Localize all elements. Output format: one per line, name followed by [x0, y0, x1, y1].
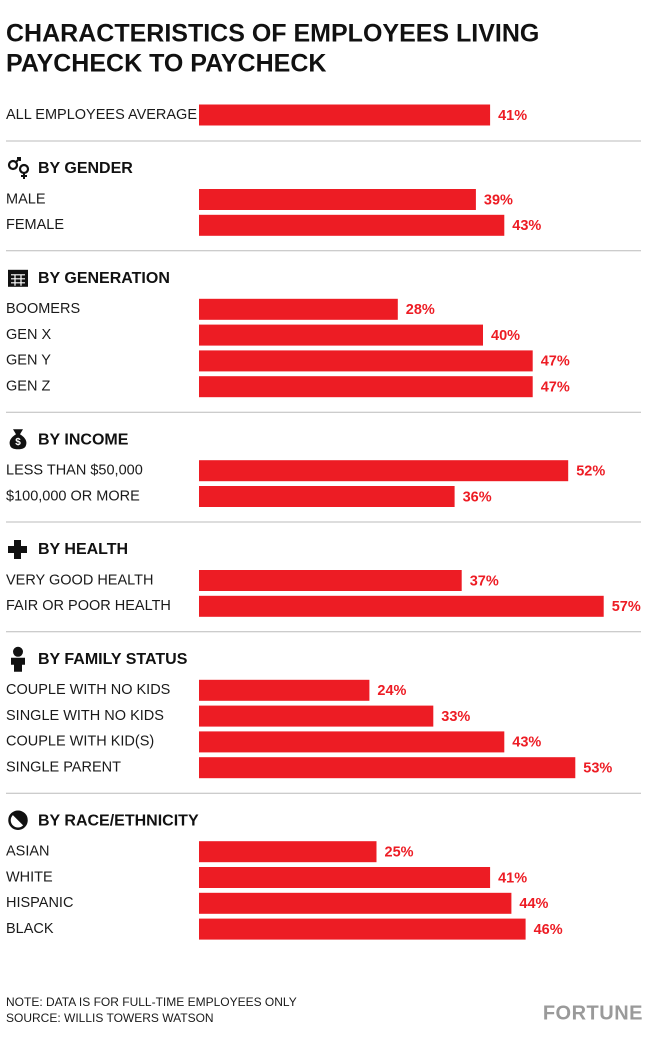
category-label: SINGLE PARENT	[6, 760, 121, 776]
bar	[199, 595, 604, 617]
category-label: WHITE	[6, 869, 53, 885]
value-label: 44%	[519, 896, 548, 912]
note: NOTE: DATA IS FOR FULL-TIME EMPLOYEES ON…	[6, 995, 297, 1009]
icon	[9, 429, 27, 450]
category-label: MALE	[6, 191, 46, 207]
group-title: BY GENDER	[38, 160, 133, 177]
category-label: ALL EMPLOYEES AVERAGE	[6, 107, 197, 123]
category-label: BOOMERS	[6, 301, 80, 317]
value-label: 47%	[541, 354, 570, 370]
icon	[18, 163, 30, 175]
chart-title: CHARACTERISTICS OF EMPLOYEES LIVING	[6, 20, 539, 48]
group-title: BY RACE/ETHNICITY	[38, 812, 199, 829]
value-label: 41%	[498, 870, 527, 886]
bar	[199, 918, 526, 940]
bar	[199, 867, 491, 888]
category-label: LESS THAN $50,000	[6, 463, 143, 479]
value-label: 33%	[441, 709, 470, 725]
icon	[11, 274, 25, 286]
value-label: 53%	[583, 761, 612, 777]
group-icon: $	[9, 429, 27, 450]
value-label: 28%	[406, 302, 435, 318]
category-label: ASIAN	[6, 844, 50, 860]
icon: $	[15, 437, 21, 448]
value-label: 39%	[484, 192, 513, 208]
bar	[199, 298, 398, 320]
icon	[13, 646, 23, 657]
category-label: VERY GOOD HEALTH	[6, 572, 153, 588]
bar	[199, 757, 576, 779]
group-icon	[8, 810, 28, 830]
source: SOURCE: WILLIS TOWERS WATSON	[6, 1011, 214, 1025]
bar	[199, 104, 491, 126]
category-label: GEN Z	[6, 379, 50, 395]
icon	[8, 810, 28, 830]
bar	[199, 892, 512, 914]
value-label: 47%	[541, 380, 570, 396]
value-label: 25%	[385, 845, 414, 861]
value-label: 46%	[534, 922, 563, 938]
category-label: GEN Y	[6, 353, 51, 369]
bar	[199, 324, 483, 346]
group-icon	[11, 646, 25, 672]
group-icon	[8, 540, 27, 559]
group-icon	[7, 157, 30, 179]
bar	[199, 460, 569, 482]
group-icon	[8, 269, 28, 287]
bar	[199, 350, 533, 372]
group-title: BY GENERATION	[38, 270, 170, 287]
value-label: 37%	[470, 573, 499, 589]
bar	[199, 376, 533, 398]
brand: FORTUNE	[543, 1002, 643, 1024]
icon	[8, 540, 27, 559]
bar	[199, 731, 505, 753]
category-label: HISPANIC	[6, 895, 73, 911]
category-label: FAIR OR POOR HEALTH	[6, 598, 171, 614]
group-title: BY HEALTH	[38, 541, 128, 558]
value-label: 57%	[612, 599, 641, 615]
value-label: 43%	[512, 218, 541, 234]
value-label: 36%	[463, 489, 492, 505]
value-label: 24%	[377, 683, 406, 699]
value-label: 41%	[498, 108, 527, 124]
category-label: GEN X	[6, 327, 51, 343]
icon	[12, 812, 27, 827]
category-label: FEMALE	[6, 217, 64, 233]
bar	[199, 570, 462, 591]
icon	[15, 157, 27, 179]
bar	[199, 841, 377, 863]
icon	[7, 159, 19, 171]
bar	[199, 705, 434, 727]
bar	[199, 189, 476, 210]
category-label: $100,000 OR MORE	[6, 488, 140, 504]
group-title: BY FAMILY STATUS	[38, 651, 188, 668]
category-label: BLACK	[6, 921, 54, 937]
value-label: 40%	[491, 328, 520, 344]
value-label: 52%	[576, 464, 605, 480]
bar	[199, 679, 370, 701]
category-label: COUPLE WITH KID(S)	[6, 734, 154, 750]
value-label: 43%	[512, 735, 541, 751]
chart-title: PAYCHECK TO PAYCHECK	[6, 50, 326, 78]
bar	[199, 486, 455, 507]
category-label: SINGLE WITH NO KIDS	[6, 708, 164, 724]
category-label: COUPLE WITH NO KIDS	[6, 682, 170, 698]
icon	[11, 657, 25, 672]
group-title: BY INCOME	[38, 431, 129, 448]
bar	[199, 214, 505, 236]
